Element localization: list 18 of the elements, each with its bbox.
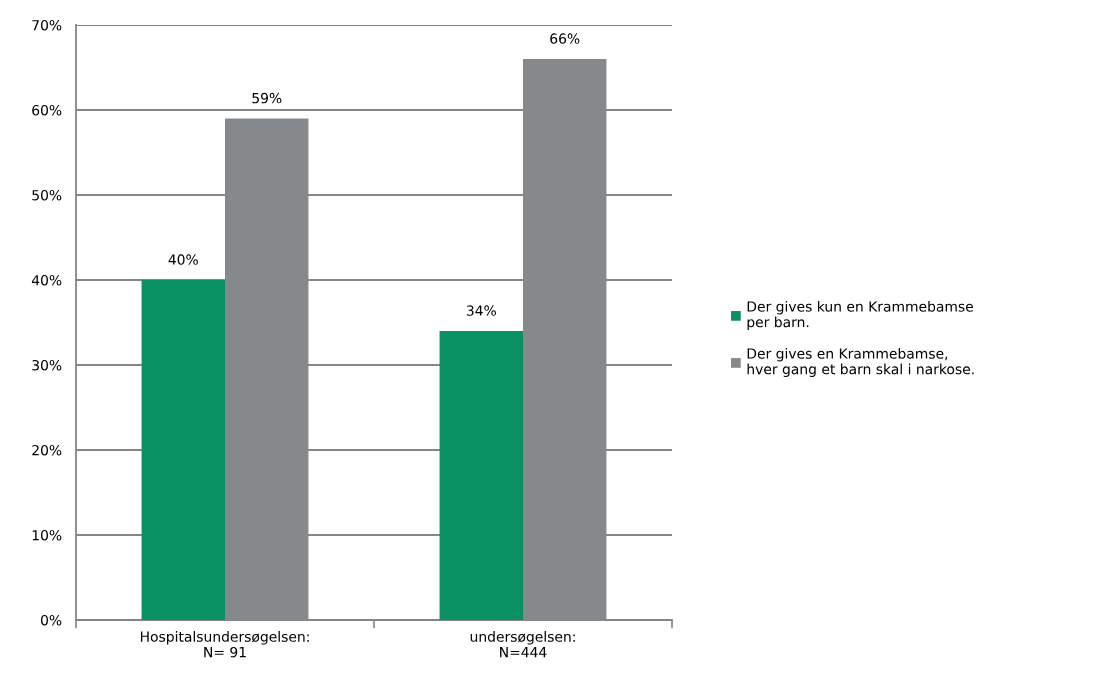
y-tick-label: 20% — [32, 444, 62, 456]
data-label: 40% — [168, 254, 198, 265]
data-label: 59% — [252, 92, 282, 104]
data-label: 66% — [550, 33, 580, 44]
y-tick-label: 30% — [32, 359, 62, 371]
legend-label: Der gives en Krammebamse, hver gang et barn skal i narkose. — [747, 348, 974, 378]
y-tick-label: 40% — [31, 274, 62, 286]
data-label: 34% — [466, 305, 496, 316]
y-tick-label: 60% — [32, 104, 62, 116]
y-tick-label: 70% — [32, 19, 62, 31]
y-tick-label: 10% — [32, 529, 62, 541]
x-tick-label: Hospitalsundersøgelsen: N= 91 — [140, 631, 309, 658]
y-tick-label: 0% — [40, 614, 62, 626]
bar — [439, 331, 523, 620]
bar — [141, 280, 225, 620]
y-tick-label: 50% — [32, 189, 62, 201]
legend-label: Der gives kun en Krammebamse per barn. — [747, 300, 973, 330]
x-tick-label: undersøgelsen: N=444 — [470, 631, 575, 658]
